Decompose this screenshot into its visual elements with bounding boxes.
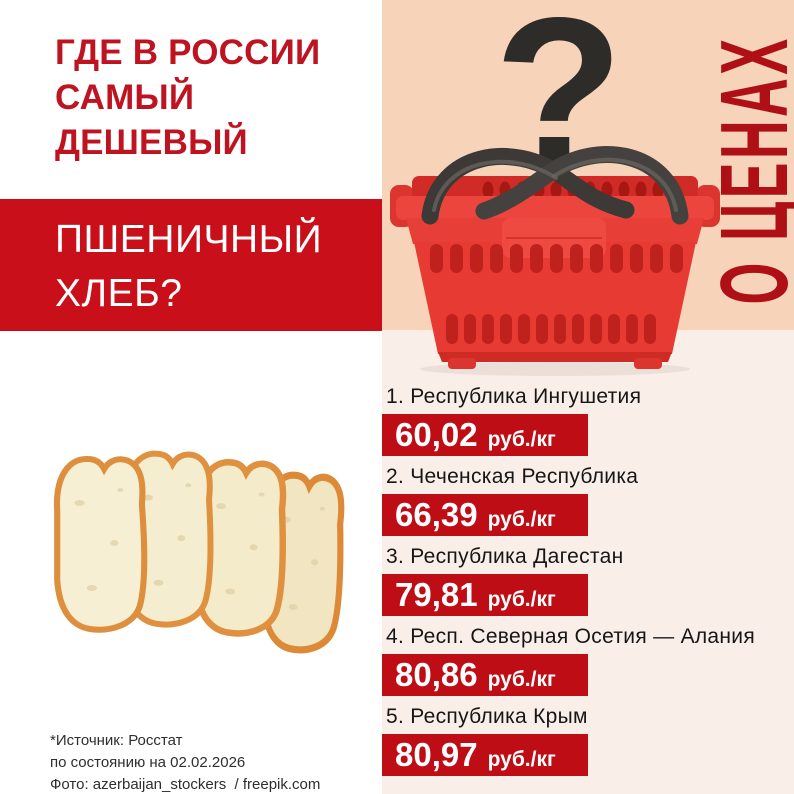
bread-slices-image — [45, 440, 353, 662]
source-line-1: *Источник: Росстат — [50, 732, 183, 749]
price-list: 1. Республика Ингушетия 60,02 руб./кг 2.… — [382, 383, 794, 783]
region-label: 1. Республика Ингушетия — [386, 385, 642, 408]
price-value: 79,81 — [395, 576, 478, 613]
price-value: 80,86 — [395, 656, 478, 693]
price-value: 60,02 — [395, 416, 478, 453]
price-unit: руб./кг — [487, 588, 556, 611]
price-badge: 80,97 руб./кг — [382, 734, 588, 776]
price-unit: руб./кг — [487, 508, 556, 531]
list-item: 4. Респ. Северная Осетия — Алания 80,86 … — [382, 623, 794, 703]
vertical-title: О ЦЕНАХ — [701, 35, 794, 305]
title-line-2: САМЫЙ — [55, 78, 195, 117]
right-panel: ? — [382, 0, 794, 794]
price-badge: 80,86 руб./кг — [382, 654, 588, 696]
title-line-3: ДЕШЕВЫЙ — [55, 123, 248, 162]
price-badge: 60,02 руб./кг — [382, 414, 588, 456]
subtitle-line-2: ХЛЕБ? — [55, 272, 183, 315]
region-label: 2. Чеченская Республика — [386, 465, 639, 488]
list-item: 2. Чеченская Республика 66,39 руб./кг — [382, 463, 794, 543]
price-badge: 66,39 руб./кг — [382, 494, 588, 536]
bread-slices-graphic — [45, 440, 353, 662]
price-unit: руб./кг — [487, 668, 556, 691]
list-item: 3. Республика Дагестан 79,81 руб./кг — [382, 543, 794, 623]
title-line-1: ГДЕ В РОССИИ — [55, 33, 321, 72]
source-note: *Источник: Росстат по состоянию на 02.02… — [50, 730, 320, 794]
price-badge: 79,81 руб./кг — [382, 574, 588, 616]
region-label: 5. Республика Крым — [386, 705, 588, 728]
price-unit: руб./кг — [487, 428, 556, 451]
shopping-basket-image — [390, 126, 720, 378]
region-label: 3. Республика Дагестан — [386, 545, 624, 568]
price-value: 80,97 — [395, 736, 478, 773]
price-value: 66,39 — [395, 496, 478, 533]
region-label: 4. Респ. Северная Осетия — Алания — [386, 625, 756, 648]
subtitle-line-1: ПШЕНИЧНЫЙ — [55, 218, 323, 261]
subtitle-band: ПШЕНИЧНЫЙ ХЛЕБ? — [0, 199, 382, 331]
list-item: 1. Республика Ингушетия 60,02 руб./кг — [382, 383, 794, 463]
shopping-basket-graphic — [390, 146, 720, 376]
price-unit: руб./кг — [487, 748, 556, 771]
list-item: 5. Республика Крым 80,97 руб./кг — [382, 703, 794, 783]
source-line-2: по состоянию на 02.02.2026 — [50, 754, 246, 771]
left-panel: ГДЕ В РОССИИ САМЫЙ ДЕШЕВЫЙ ПШЕНИЧНЫЙ ХЛЕ… — [0, 0, 382, 794]
source-line-3: Фото: azerbaijan_stockers / freepik.com — [50, 776, 321, 793]
page-title: ГДЕ В РОССИИ САМЫЙ ДЕШЕВЫЙ — [55, 30, 320, 165]
